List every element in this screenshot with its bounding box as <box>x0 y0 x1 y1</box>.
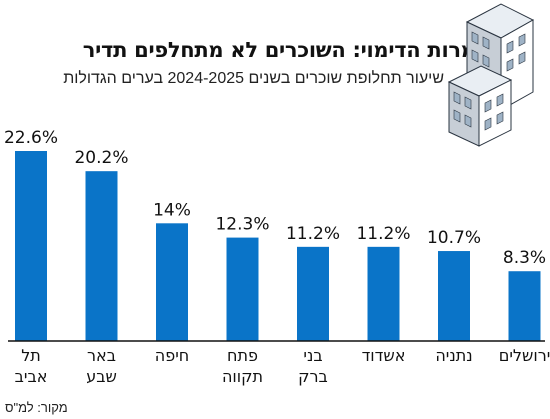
bar <box>367 246 400 341</box>
bar-value-label: 8.3% <box>503 248 546 268</box>
bar-value-label: 14% <box>153 200 191 220</box>
bar-value-label: 11.2% <box>356 224 410 244</box>
bar <box>226 237 259 341</box>
buildings-icon <box>447 3 535 147</box>
bar-value-label: 10.7% <box>427 228 481 248</box>
bar <box>15 151 47 341</box>
category-label: פתח <box>227 346 258 365</box>
bar-value-label: 11.2% <box>286 224 340 244</box>
bar <box>438 251 470 341</box>
category-label: בני <box>303 346 322 365</box>
bar <box>508 271 541 341</box>
bar <box>156 223 188 341</box>
category-label: באר <box>87 346 116 365</box>
category-label: נתניה <box>435 346 472 365</box>
bar-value-label: 22.6% <box>4 128 58 148</box>
category-label: תל <box>21 346 41 365</box>
category-label: אשדוד <box>362 346 406 365</box>
category-label: שבע <box>86 367 117 386</box>
category-label: ירושלים <box>499 346 550 365</box>
bar-value-label: 20.2% <box>74 148 128 168</box>
bar-value-label: 12.3% <box>215 215 269 235</box>
bar <box>85 171 118 341</box>
chart-title: למרות הדימוי: השוכרים לא מתחלפים תדיר <box>82 38 489 62</box>
category-label: תקווה <box>222 367 263 386</box>
bars-layer: 22.6% תל אביב 20.2% באר שבע 14% חיפה 12.3% פתח תקו… <box>4 128 550 386</box>
bar <box>297 246 329 341</box>
category-label: ברק <box>298 367 328 386</box>
category-label: חיפה <box>155 346 189 365</box>
chart-subtitle: שיעור תחלופת שוכרים בשנים 2024-2025 בערי… <box>63 70 444 87</box>
category-label: אביב <box>15 367 48 386</box>
source-note: מקור: למ"ס <box>5 400 68 415</box>
